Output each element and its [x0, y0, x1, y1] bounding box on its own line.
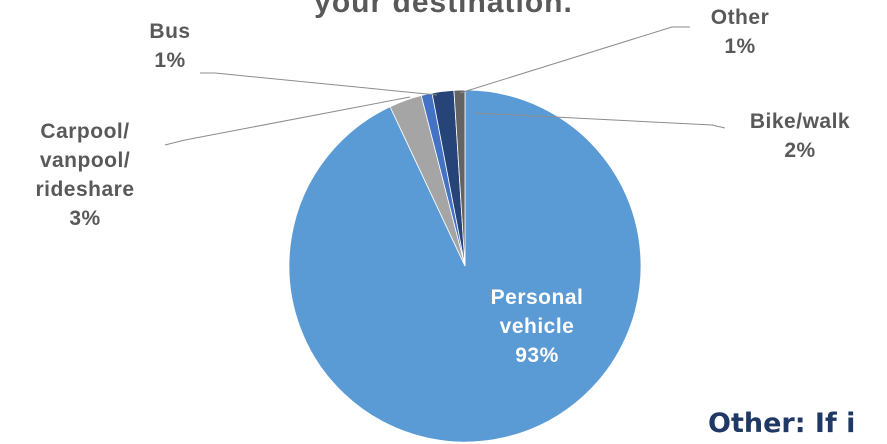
chart-title: your destination. — [314, 0, 573, 19]
value-label: 1% — [154, 49, 186, 72]
value-label: 1% — [724, 35, 756, 58]
category-label: Carpool/ vanpool/ rideshare — [35, 120, 135, 201]
slice-label: Bike/walk 2% — [710, 107, 887, 165]
value-label: 2% — [784, 139, 816, 162]
slice-label: Other 1% — [685, 3, 795, 61]
category-label: Bike/walk — [749, 110, 851, 133]
slice-label: Personal vehicle 93% — [462, 283, 612, 370]
pie-slice — [288, 89, 642, 443]
category-label: Bus — [149, 20, 191, 43]
leader-line — [459, 26, 690, 94]
leader-line — [200, 72, 438, 96]
category-label: Other — [710, 6, 770, 29]
category-label: Personal vehicle — [490, 286, 584, 338]
pie-slice — [453, 89, 466, 267]
value-label: 3% — [69, 207, 101, 230]
leader-line — [164, 96, 411, 146]
value-label: 93% — [515, 344, 559, 367]
note: Other: If i — [708, 408, 856, 439]
slice-label: Bus 1% — [120, 17, 220, 75]
slice-label: Carpool/ vanpool/ rideshare 3% — [0, 117, 170, 233]
leader-line — [474, 112, 726, 129]
